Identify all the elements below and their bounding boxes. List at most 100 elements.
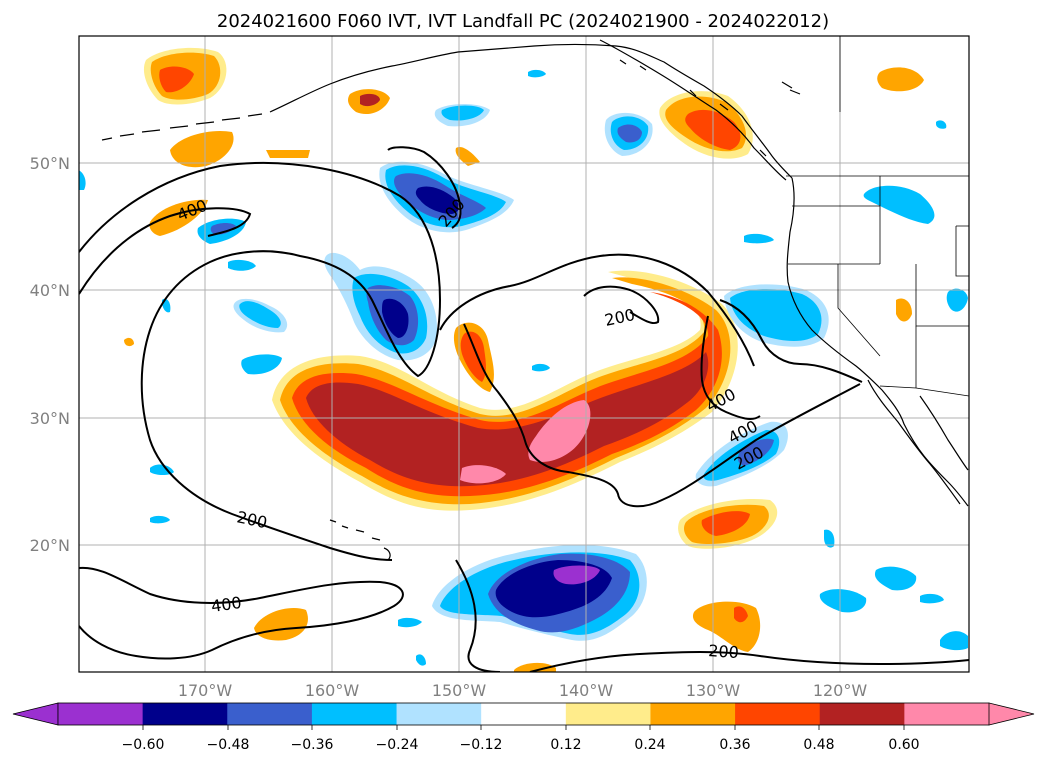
colorbar-swatch: [227, 703, 313, 725]
nevada-line: [837, 264, 881, 357]
neg-blob-k: [744, 233, 774, 244]
neg-blob-m: [946, 288, 968, 312]
neg-blob-h: [150, 515, 170, 524]
colorbar: −0.60 −0.48 −0.36 −0.24 −0.12 0.12 0.24 …: [12, 702, 1035, 753]
negative-anomaly-fills: [79, 69, 968, 666]
pos-blob-e: [877, 67, 924, 92]
map-frame: [78, 35, 970, 673]
figure-title: 2024021600 F060 IVT, IVT Landfall PC (20…: [217, 11, 829, 32]
bc-coast: [599, 39, 787, 181]
pos-blob-bottom-130w-red: [734, 606, 748, 623]
neg-blob-i: [532, 363, 550, 372]
contour-200-loop: [439, 253, 755, 367]
latitude-labels: 50°N 40°N 30°N 20°N: [30, 154, 70, 555]
neg-blob-n: [874, 566, 917, 591]
neg-blob-south-purple: [553, 565, 600, 585]
colorbar-swatch: [142, 703, 228, 725]
lon-label: 160°W: [305, 681, 360, 700]
colorbar-frame: [57, 702, 990, 726]
pos-blob-g: [124, 337, 134, 347]
neg-blob-j: [528, 69, 546, 78]
lon-label: 140°W: [559, 681, 614, 700]
mexico-coast: [919, 395, 969, 471]
contour-200-bottom: [529, 651, 969, 672]
neg-blob-q: [824, 529, 835, 548]
colorbar-tick-label: −0.24: [376, 737, 419, 753]
pos-blob-150w-red: [460, 331, 486, 382]
contour-400-mid: [583, 285, 660, 324]
lon-label: 150°W: [432, 681, 487, 700]
colorbar-swatch: [819, 703, 905, 725]
colorbar-swatches: [58, 703, 990, 725]
colorbar-tick-label: −0.60: [122, 737, 165, 753]
pos-blob-topleft-red: [159, 66, 194, 93]
contour-label: 400: [210, 593, 243, 616]
colorbar-extend-max: [988, 702, 1035, 726]
neg-blob-u: [936, 120, 947, 129]
neg-blob-coast-38n-cyan: [730, 289, 822, 341]
lat-label: 30°N: [30, 409, 70, 428]
colorbar-tick-label: 0.60: [888, 737, 919, 753]
pos-blob-160w-red: [360, 93, 380, 107]
coastlines: [101, 39, 969, 561]
colorbar-ticks: [142, 725, 905, 730]
lat-label: 40°N: [30, 281, 70, 300]
ivt-contours: [79, 146, 969, 672]
neg-blob-f: [241, 354, 282, 375]
longitude-labels: 170°W 160°W 150°W 140°W 130°W 120°W: [178, 681, 868, 700]
neg-blob-r: [920, 593, 944, 604]
contour-200-west: [79, 207, 252, 295]
gridlines: [79, 36, 969, 672]
pos-blob-a: [170, 130, 234, 168]
colorbar-swatch: [904, 703, 990, 725]
neg-blob-c-blue: [210, 223, 236, 235]
positive-anomaly-fills: [124, 47, 924, 672]
colorbar-swatch: [650, 703, 736, 725]
neg-blob-s: [398, 617, 422, 628]
colorbar-swatch: [735, 703, 821, 725]
map-panel: 400 200 200 400 400 200 200 400 200: [79, 36, 969, 672]
pos-blob-d: [149, 199, 208, 236]
contour-200-south: [455, 559, 501, 672]
colorbar-tick-labels: −0.60 −0.48 −0.36 −0.24 −0.12 0.12 0.24 …: [122, 737, 920, 753]
neg-blob-w: [79, 170, 86, 190]
political-borders: [786, 36, 969, 397]
contour-200-north: [387, 146, 462, 229]
colorbar-extend-min: [12, 702, 59, 726]
ar-core-pink-2: [460, 465, 506, 484]
aleutians: [101, 113, 263, 141]
contour-400-coast: [700, 315, 761, 420]
neg-blob-157w-38n-navy: [382, 298, 409, 338]
ar-band-darkred: [306, 352, 709, 487]
neg-blob-l: [863, 185, 935, 224]
lon-label: 170°W: [178, 681, 233, 700]
neg-blob-128w-28n-blue: [737, 438, 774, 466]
mexico-border: [879, 385, 969, 397]
lon-label: 120°W: [813, 681, 868, 700]
pos-blob-f: [896, 298, 912, 322]
neg-blob-o: [819, 589, 867, 613]
lat-label: 20°N: [30, 536, 70, 555]
lat-label: 50°N: [30, 154, 70, 173]
contour-400-southwest: [79, 566, 404, 660]
colorbar-tick-label: 0.48: [803, 737, 834, 753]
contour-200-coast: [719, 299, 863, 383]
pos-blob-130w-22n-red: [701, 511, 750, 536]
colorbar-swatch: [311, 703, 398, 725]
colorbar-tick-label: 0.12: [550, 737, 581, 753]
baja: [867, 379, 961, 505]
ar-core-pink: [528, 400, 591, 462]
small-islands: [619, 59, 801, 157]
colorbar-swatch: [396, 703, 482, 725]
colorbar-tick-label: −0.36: [291, 737, 334, 753]
colorbar-swatch: [565, 703, 651, 725]
us-west-coast: [786, 177, 969, 507]
pos-blob-c: [455, 146, 480, 166]
neg-blob-a-cyan: [441, 105, 484, 121]
pos-blob-b: [266, 150, 310, 158]
alaska-coast: [269, 43, 793, 179]
neg-blob-e-cyan: [239, 301, 281, 328]
pos-blob-bottom-center: [514, 662, 556, 672]
nevada-arizona: [955, 225, 969, 277]
colorbar-tick-label: 0.24: [634, 737, 665, 753]
